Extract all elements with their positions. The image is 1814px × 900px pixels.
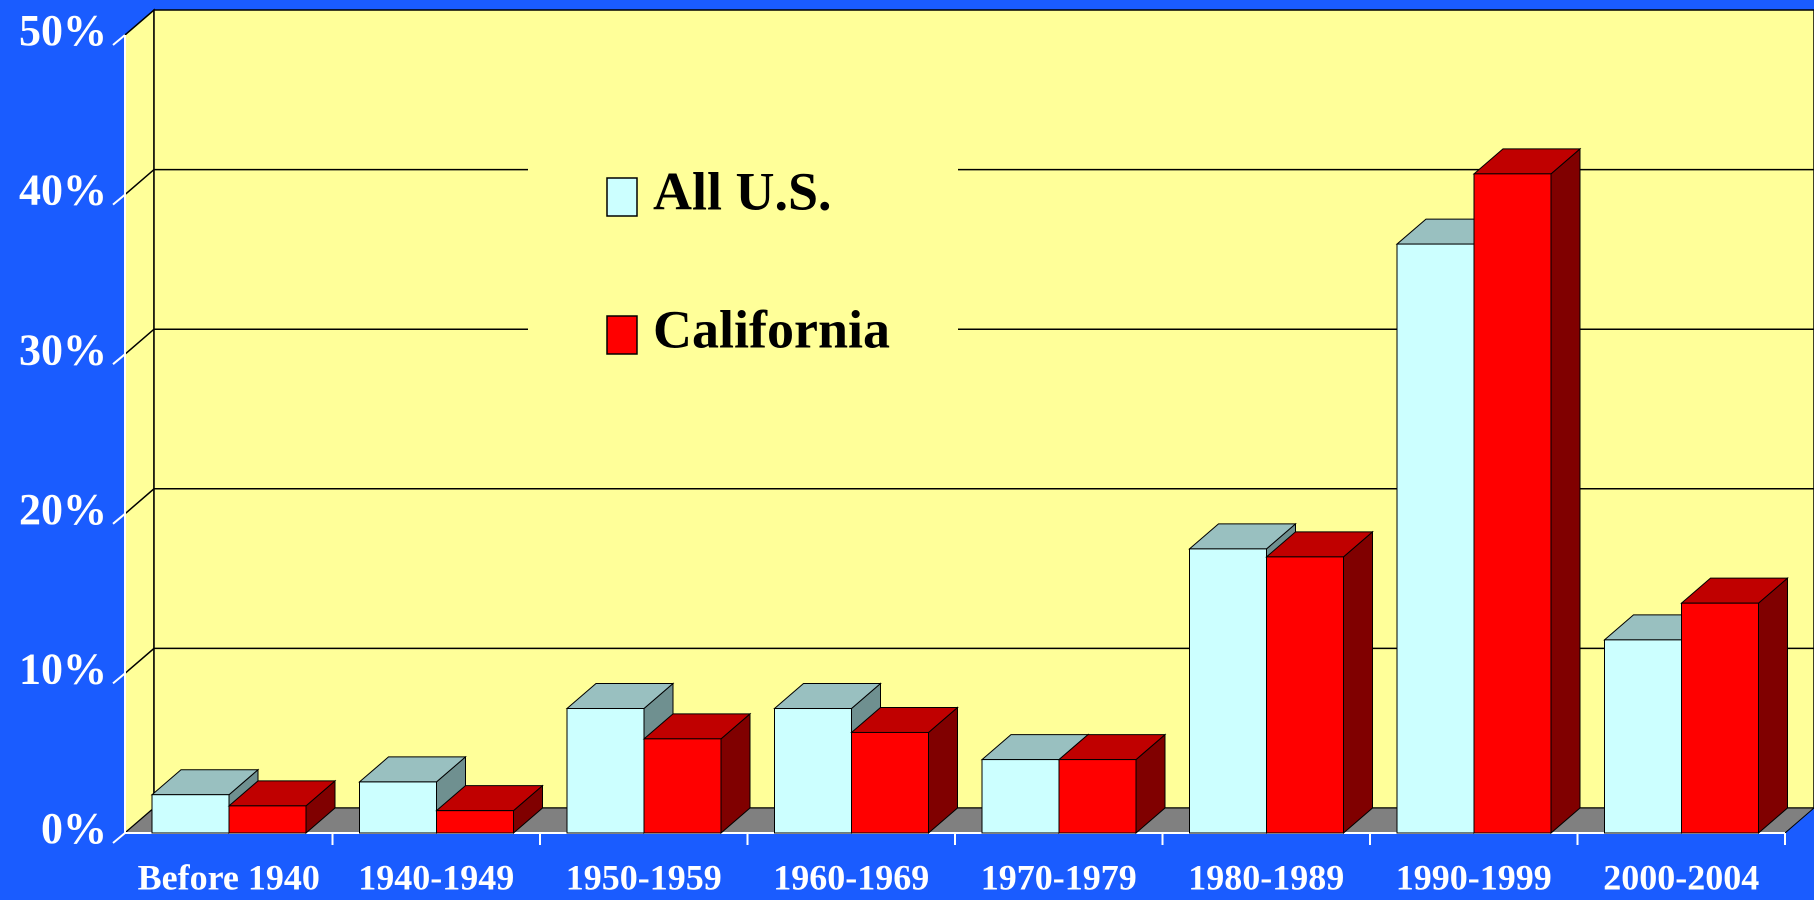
x-tick-label: 1940-1949 xyxy=(358,857,514,897)
y-tick xyxy=(112,513,126,525)
x-tick-label: 1950-1959 xyxy=(566,857,722,897)
y-tick-label: 40% xyxy=(19,166,107,215)
bar xyxy=(228,805,307,834)
x-tick-label: 1970-1979 xyxy=(981,857,1137,897)
bar xyxy=(643,738,722,834)
y-tick-label: 10% xyxy=(19,644,107,693)
bar xyxy=(436,810,514,834)
left-wall xyxy=(124,8,155,835)
y-tick-label: 20% xyxy=(19,485,107,534)
legend-background xyxy=(528,130,958,370)
bar xyxy=(1681,602,1759,834)
legend-label: California xyxy=(653,299,890,359)
bar-side xyxy=(1758,577,1788,835)
bar xyxy=(566,708,645,834)
x-tick-label: 1990-1999 xyxy=(1396,857,1552,897)
bar xyxy=(151,794,230,834)
x-tick-label: Before 1940 xyxy=(138,857,320,897)
grid-line xyxy=(124,328,1814,355)
legend-swatch xyxy=(606,177,638,217)
legend-swatch xyxy=(606,315,638,355)
y-tick-label: 30% xyxy=(19,325,107,374)
bar xyxy=(1396,243,1475,834)
bar xyxy=(981,759,1060,834)
bar xyxy=(1604,639,1682,834)
bar xyxy=(1266,556,1344,834)
bar-side xyxy=(1550,147,1581,835)
bar xyxy=(774,708,852,834)
bar xyxy=(851,731,929,834)
y-tick xyxy=(112,832,126,844)
legend-label: All U.S. xyxy=(653,161,832,221)
y-tick xyxy=(112,193,126,206)
grid-line xyxy=(124,168,1814,196)
y-tick xyxy=(112,34,126,46)
grid-line xyxy=(124,488,1814,515)
y-tick xyxy=(112,672,126,685)
y-tick-label: 50% xyxy=(19,6,107,55)
bar-side xyxy=(1343,530,1373,835)
bar xyxy=(1058,759,1137,834)
x-tick-label: 1980-1989 xyxy=(1188,857,1344,897)
y-tick-label: 0% xyxy=(41,804,107,853)
x-tick-label: 1960-1969 xyxy=(773,857,929,897)
bar xyxy=(359,781,437,834)
bar xyxy=(1189,548,1267,834)
y-tick xyxy=(112,353,126,365)
bar xyxy=(1473,173,1552,834)
x-tick-label: 2000-2004 xyxy=(1603,857,1759,897)
